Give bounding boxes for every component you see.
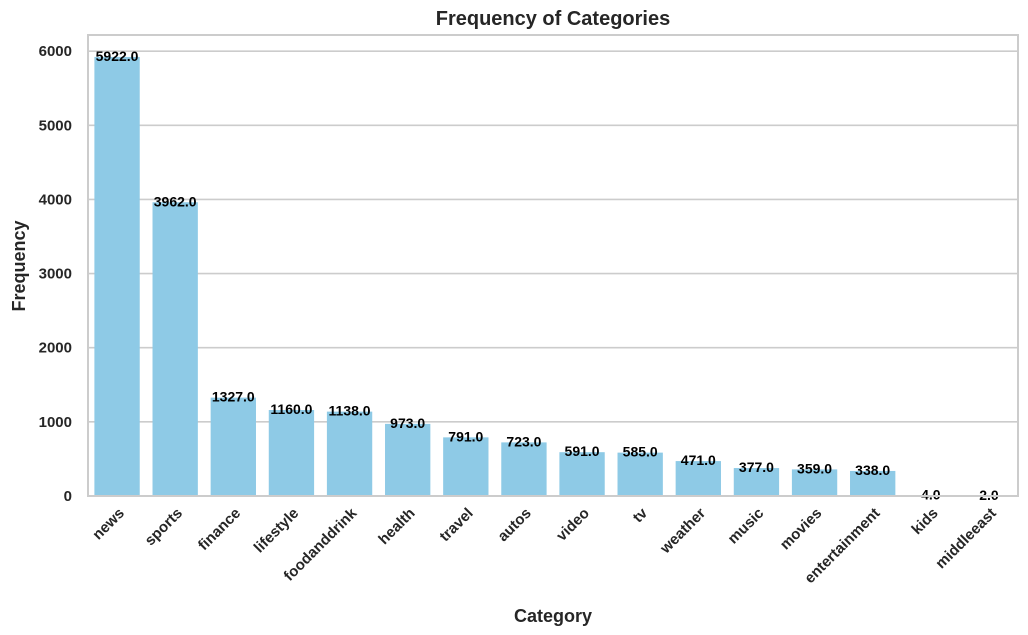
x-tick-label-finance: finance xyxy=(195,505,244,554)
bars xyxy=(94,56,1012,497)
x-tick-label-sports: sports xyxy=(142,505,186,549)
x-tick-label-lifestyle: lifestyle xyxy=(251,505,303,557)
y-tick-label: 4000 xyxy=(39,191,72,208)
y-tick-label: 5000 xyxy=(39,117,72,134)
data-label-autos: 723.0 xyxy=(506,433,541,449)
y-tick-label: 0 xyxy=(64,488,72,505)
bar-video xyxy=(559,452,605,496)
x-axis-label: Category xyxy=(514,606,592,626)
x-tick-label-music: music xyxy=(725,505,768,548)
y-tick-label: 3000 xyxy=(39,266,72,283)
y-tick-label: 2000 xyxy=(39,340,72,357)
data-label-travel: 791.0 xyxy=(448,428,483,444)
bar-music xyxy=(733,468,780,496)
x-tick-label-news: news xyxy=(89,505,128,544)
x-tick-label-video: video xyxy=(553,505,593,545)
bar-lifestyle xyxy=(268,409,315,496)
data-label-lifestyle: 1160.0 xyxy=(270,401,312,417)
data-label-video: 591.0 xyxy=(565,443,600,459)
chart-title: Frequency of Categories xyxy=(436,8,671,30)
y-tick-labels: 0 1000 2000 3000 4000 5000 6000 xyxy=(39,43,72,505)
bar-foodanddrink xyxy=(326,411,373,496)
data-label-kids: 4.0 xyxy=(921,487,941,503)
data-label-movies: 359.0 xyxy=(797,460,832,476)
data-label-tv: 585.0 xyxy=(623,444,658,460)
data-label-health: 973.0 xyxy=(390,415,425,431)
x-tick-label-movies: movies xyxy=(777,505,826,554)
x-tick-label-health: health xyxy=(375,505,418,548)
data-label-music: 377.0 xyxy=(739,459,774,475)
x-tick-label-kids: kids xyxy=(908,505,941,538)
x-tick-label-weather: weather xyxy=(656,505,709,558)
bar-health xyxy=(385,423,431,496)
x-tick-label-travel: travel xyxy=(436,505,476,545)
data-label-weather: 471.0 xyxy=(681,452,716,468)
grid-lines xyxy=(88,50,1018,423)
data-label-middleeast: 2.0 xyxy=(979,487,999,503)
y-tick-label: 6000 xyxy=(39,43,72,60)
bar-travel xyxy=(443,437,489,496)
x-tick-label-tv: tv xyxy=(630,504,652,526)
bar-weather xyxy=(675,461,721,496)
data-label-news: 5922.0 xyxy=(96,48,139,64)
y-tick-label: 1000 xyxy=(39,414,72,431)
x-tick-label-middleeast: middleeast xyxy=(932,505,999,572)
data-label-foodanddrink: 1138.0 xyxy=(329,403,371,419)
bar-finance xyxy=(210,397,256,496)
data-labels: 5922.0 3962.0 1327.0 1160.0 1138.0 973.0 791.0… xyxy=(96,48,999,503)
bar-entertainment xyxy=(850,470,896,496)
data-label-sports: 3962.0 xyxy=(154,193,197,209)
bar-news xyxy=(94,56,140,497)
y-axis-label: Frequency xyxy=(9,220,29,311)
data-label-entertainment: 338.0 xyxy=(855,462,890,478)
bar-autos xyxy=(501,442,547,496)
bar-movies xyxy=(791,469,838,496)
bar-tv xyxy=(617,452,663,496)
x-tick-label-autos: autos xyxy=(494,505,534,545)
plot-frame xyxy=(87,34,1019,497)
data-label-finance: 1327.0 xyxy=(212,389,255,405)
bar-sports xyxy=(152,202,198,497)
